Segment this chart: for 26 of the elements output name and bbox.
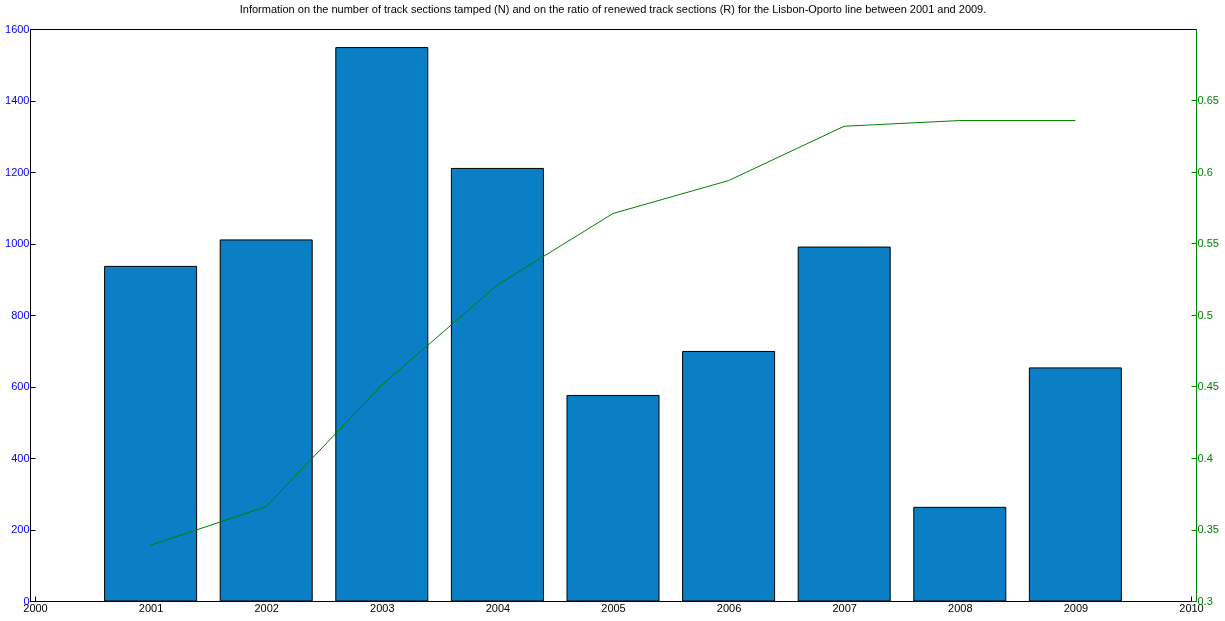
y-tick-label: 1400 xyxy=(5,94,30,106)
y-tick-label: 400 xyxy=(11,451,30,464)
x-tick-label: 2006 xyxy=(716,601,742,614)
y2-tick-label: 0.5 xyxy=(1197,308,1213,321)
y-tick-label: 200 xyxy=(11,523,30,535)
x-tick-label: 2007 xyxy=(832,601,857,614)
y2-tick-label: 0.45 xyxy=(1197,380,1219,392)
x-tick-label: 2002 xyxy=(254,601,279,614)
line-series xyxy=(150,120,1076,546)
y2-tick-label: 0.65 xyxy=(1197,94,1219,106)
x-tick-label: 2009 xyxy=(1063,601,1089,614)
x-tick-label: 2004 xyxy=(485,601,511,614)
x-tick-label: 2003 xyxy=(370,601,395,614)
y-tick-label: 1200 xyxy=(5,165,30,178)
y-tick-label: 1000 xyxy=(5,237,30,249)
chart-title: Information on the number of track sections tamped (N) and on the ratio of renewed track sections (R) for the Lisbon-Oporto line between 2001 and 2009. xyxy=(239,3,987,15)
y2-tick-label: 0.35 xyxy=(1197,523,1219,535)
x-tick-label: 2001 xyxy=(138,601,164,614)
y2-tick-label: 0.6 xyxy=(1197,165,1213,178)
x-tick-label: 2008 xyxy=(948,601,973,614)
x-tick-label: 2005 xyxy=(601,601,626,614)
y-tick-label: 600 xyxy=(11,380,30,392)
y-tick-label: 800 xyxy=(11,308,30,321)
y-tick-label: 1600 xyxy=(5,22,30,35)
y2-tick-label: 0.4 xyxy=(1197,451,1213,464)
y2-tick-label: 0.55 xyxy=(1197,237,1219,249)
